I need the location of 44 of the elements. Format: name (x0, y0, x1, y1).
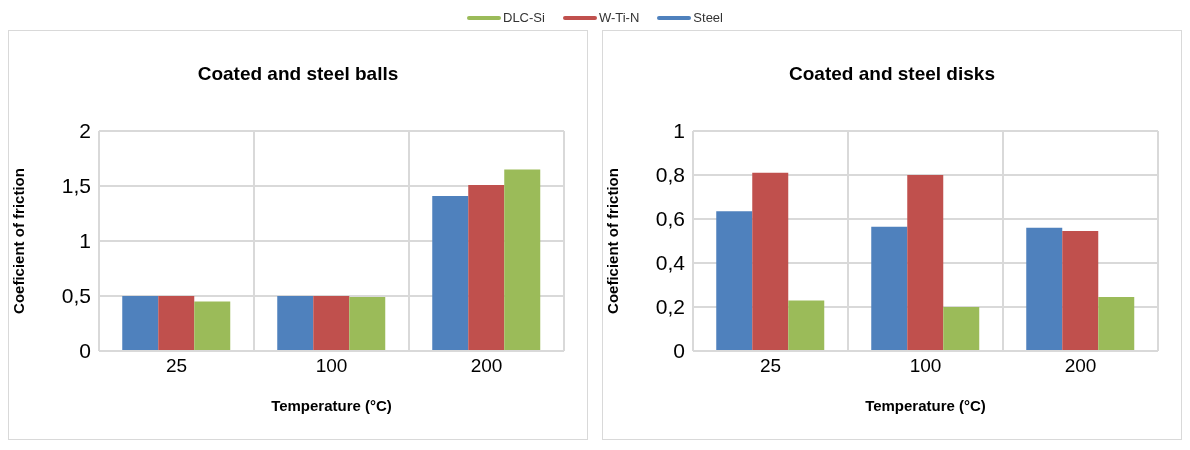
legend-label: W-Ti-N (598, 10, 640, 25)
x-tick-label: 25 (759, 355, 782, 377)
bar (349, 297, 386, 351)
y-tick-label: 0,8 (655, 163, 685, 187)
bar (1098, 297, 1135, 351)
x-tick-label: 100 (315, 355, 348, 377)
bar (1026, 227, 1063, 351)
y-tick-label: 0 (673, 339, 685, 363)
y-tick-label: 1 (673, 119, 685, 143)
bar (1062, 231, 1099, 351)
legend-label: DLC-Si (503, 10, 545, 25)
x-axis-title: Temperature (°C) (865, 397, 986, 414)
y-tick-label: 0 (79, 339, 91, 363)
y-tick-label: 0,5 (61, 284, 91, 308)
y-tick-label: 2 (79, 119, 91, 143)
chart-title: Coated and steel balls (196, 63, 400, 85)
y-axis-title: Coeficient of friction (10, 168, 28, 314)
bar (194, 301, 231, 351)
bar (943, 307, 980, 351)
legend-label: Steel (693, 10, 723, 25)
bar (907, 175, 944, 351)
bar (716, 211, 753, 351)
x-tick-label: 25 (165, 355, 188, 377)
bar (158, 296, 195, 351)
chart-title: Coated and steel disks (788, 63, 996, 85)
bar (504, 169, 541, 351)
y-tick-label: 0,6 (655, 207, 685, 231)
bar (432, 195, 469, 351)
bar (752, 172, 789, 351)
y-tick-label: 0,4 (655, 251, 686, 275)
bar (277, 296, 314, 351)
x-tick-label: 100 (909, 355, 942, 377)
bar (468, 184, 505, 351)
y-axis-title: Coeficient of friction (604, 168, 622, 314)
x-axis-title: Temperature (°C) (271, 397, 392, 414)
bar (871, 226, 908, 351)
bar (788, 300, 825, 351)
y-tick-label: 0,2 (655, 295, 685, 319)
bar (313, 296, 350, 351)
x-tick-label: 200 (470, 355, 503, 377)
y-tick-label: 1 (79, 229, 91, 253)
bar (122, 296, 159, 351)
y-tick-label: 1,5 (61, 174, 91, 198)
x-tick-label: 200 (1064, 355, 1097, 377)
